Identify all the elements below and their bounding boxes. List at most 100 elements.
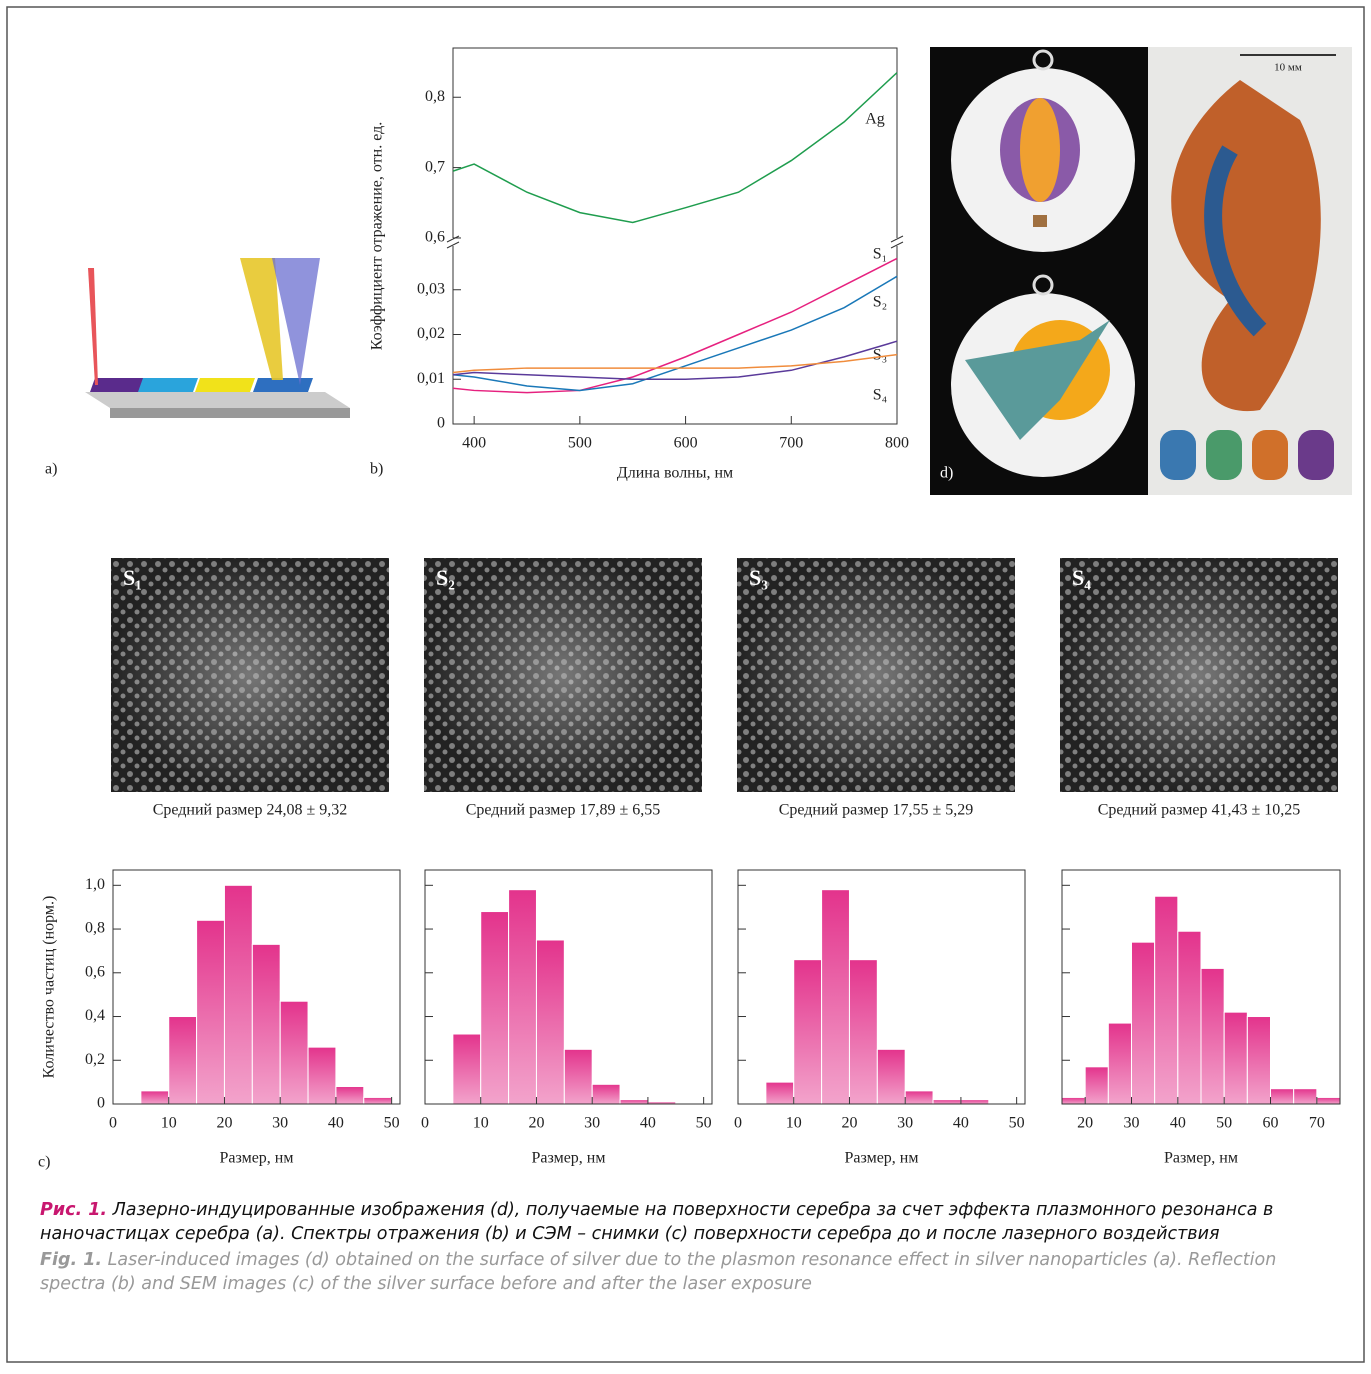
histogram-bar (168, 1016, 198, 1105)
histogram-bar (1061, 1096, 1086, 1105)
histogram-bar (821, 889, 850, 1105)
y-tick-label: 0,6 (425, 229, 445, 246)
x-tick-label: 40 (640, 1115, 656, 1132)
line-series (452, 257, 898, 394)
caption-part: Лазерно-индуцированные изображения (d), … (40, 1200, 1274, 1244)
x-axis-label: Размер, нм (531, 1150, 605, 1167)
histogram-bar (140, 1090, 170, 1105)
y-tick-label: 0,2 (85, 1051, 105, 1068)
scale-bar: 10 мм (1274, 62, 1302, 74)
histogram-bar (932, 1099, 962, 1105)
line-series (452, 353, 898, 374)
x-tick-label: 20 (841, 1115, 857, 1132)
photos (930, 47, 1352, 495)
x-tick-label: 30 (584, 1115, 600, 1132)
histogram-bar (363, 1096, 393, 1105)
histogram-bar (480, 911, 510, 1105)
x-axis-label: Размер, нм (219, 1150, 293, 1167)
x-axis-label: Размер, нм (1164, 1150, 1238, 1167)
histogram-bar (196, 919, 225, 1105)
caption-part: Fig. 1. (40, 1250, 103, 1270)
histogram-bar (1177, 930, 1202, 1105)
x-tick-label: 400 (462, 435, 486, 452)
y-tick-label: 0,8 (85, 920, 105, 937)
sem-caption: Средний размер 41,43 ± 10,25 (1098, 802, 1301, 819)
sem-texture (111, 558, 389, 792)
histogram-bar (1246, 1016, 1272, 1105)
histogram-bar (1293, 1088, 1318, 1105)
x-tick-label: 50 (696, 1115, 712, 1132)
x-tick-label: 0 (109, 1115, 117, 1132)
y-tick-label: 0,6 (85, 963, 105, 980)
histogram-bar (1131, 941, 1156, 1105)
x-tick-label: 600 (674, 435, 698, 452)
panel-label: d) (940, 465, 953, 482)
y-tick-label: 0 (97, 1095, 105, 1112)
panel-label: b) (370, 461, 383, 478)
histogram-bar (904, 1090, 934, 1105)
sem-label: S₄ (1072, 565, 1091, 590)
x-tick-label: 800 (885, 435, 909, 452)
histogram-bar (1107, 1022, 1133, 1105)
x-tick-label: 10 (473, 1115, 489, 1132)
x-axis-label: Размер, нм (844, 1150, 918, 1167)
plot-frame (112, 869, 401, 1105)
caption-text: Рис. 1. Лазерно-индуцированные изображен… (40, 1198, 1340, 1296)
line-series (452, 72, 898, 224)
x-tick-label: 10 (786, 1115, 802, 1132)
histogram-bar (876, 1048, 906, 1105)
y-tick-label: 0,8 (425, 88, 445, 105)
x-tick-label: 0 (421, 1115, 429, 1132)
histogram-bar (1154, 895, 1179, 1105)
plot-frame (452, 47, 898, 425)
y-tick-label: 0,03 (417, 280, 445, 297)
histogram-bar (591, 1083, 621, 1105)
histogram-bar (307, 1046, 337, 1105)
histogram-bar (960, 1099, 990, 1105)
x-tick-label: 20 (1077, 1115, 1093, 1132)
sem-label: S₁ (123, 565, 142, 590)
sem-label: S₃ (749, 565, 768, 590)
x-tick-label: 20 (528, 1115, 544, 1132)
x-tick-label: 40 (1170, 1115, 1186, 1132)
caption-part: Рис. 1. (40, 1200, 108, 1220)
x-tick-label: 40 (953, 1115, 969, 1132)
histogram-bar (508, 889, 537, 1105)
axis-break (446, 235, 904, 249)
caption-ru: Рис. 1. Лазерно-индуцированные изображен… (40, 1198, 1340, 1246)
series-label: S₁ (873, 246, 887, 263)
histogram-bar (251, 943, 281, 1105)
x-tick-label: 30 (897, 1115, 913, 1132)
histogram-bar (1084, 1066, 1109, 1105)
sem-label: S₂ (436, 565, 455, 590)
histogram-bar (563, 1048, 593, 1105)
histogram-bar (1223, 1011, 1248, 1105)
plot-frame (424, 869, 713, 1105)
histogram-bar (452, 1033, 482, 1105)
x-tick-label: 40 (328, 1115, 344, 1132)
x-tick-label: 60 (1263, 1115, 1279, 1132)
histogram-bar (848, 959, 878, 1105)
x-tick-label: 30 (272, 1115, 288, 1132)
schematic (85, 258, 350, 418)
x-tick-label: 10 (161, 1115, 177, 1132)
x-tick-label: 700 (779, 435, 803, 452)
x-tick-label: 70 (1309, 1115, 1325, 1132)
caption: Рис. 1. Лазерно-индуцированные изображен… (40, 1198, 1340, 1296)
sem-texture (1060, 558, 1338, 792)
x-tick-label: 0 (734, 1115, 742, 1132)
y-tick-label: 0 (437, 415, 445, 432)
histogram-bar (619, 1099, 649, 1105)
caption-en: Fig. 1. Laser-induced images (d) obtaine… (40, 1248, 1340, 1296)
y-tick-label: 0,7 (425, 158, 445, 175)
sem-caption: Средний размер 17,55 ± 5,29 (779, 802, 974, 819)
histogram-bar (535, 939, 565, 1105)
histogram-bar (279, 1000, 309, 1105)
line-series (452, 275, 898, 392)
y-tick-label: 1,0 (85, 876, 105, 893)
x-tick-label: 50 (1216, 1115, 1232, 1132)
x-tick-label: 50 (1009, 1115, 1025, 1132)
histogram-bar (1270, 1088, 1295, 1105)
series-label: S₄ (873, 387, 888, 404)
